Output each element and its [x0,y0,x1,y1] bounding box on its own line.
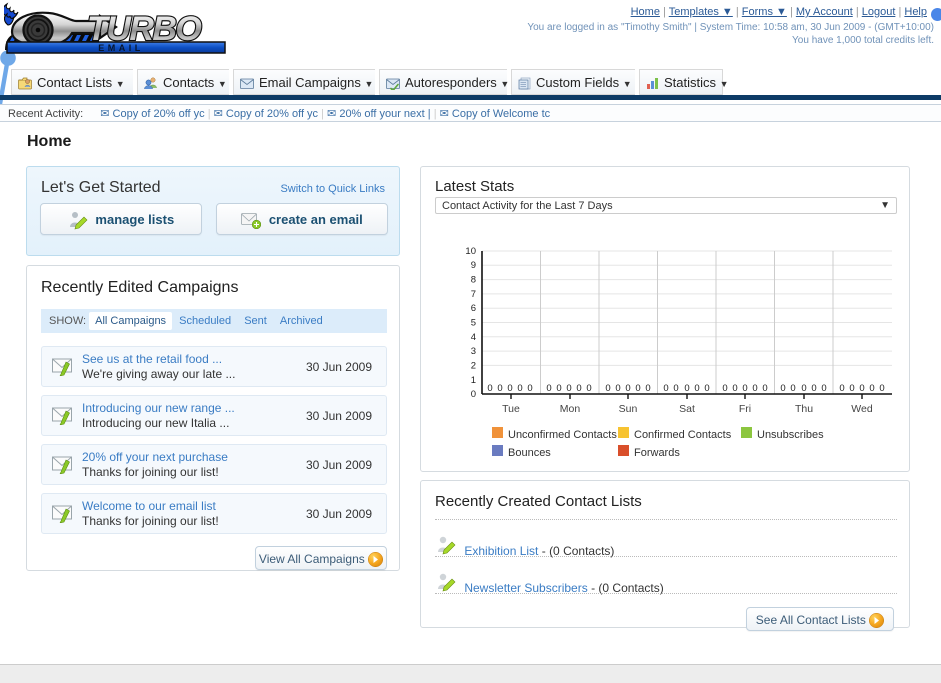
svg-text:0: 0 [752,383,757,394]
svg-text:0: 0 [762,383,767,394]
svg-text:0: 0 [546,383,551,394]
svg-text:0: 0 [821,383,826,394]
svg-text:0: 0 [527,383,532,394]
svg-text:0: 0 [801,383,806,394]
svg-text:0: 0 [615,383,620,394]
svg-text:0: 0 [790,383,795,394]
svg-text:0: 0 [507,383,512,394]
svg-text:0: 0 [645,383,650,394]
svg-text:Sat: Sat [679,403,695,415]
svg-text:10: 10 [465,246,476,257]
svg-text:0: 0 [839,383,844,394]
svg-text:0: 0 [859,383,864,394]
svg-text:0: 0 [684,383,689,394]
svg-text:0: 0 [869,383,874,394]
svg-text:0: 0 [780,383,785,394]
svg-text:7: 7 [471,289,476,300]
svg-text:9: 9 [471,260,476,271]
svg-text:EMAIL: EMAIL [98,43,144,53]
svg-text:Tue: Tue [502,403,520,415]
svg-text:0: 0 [673,383,678,394]
svg-text:0: 0 [471,389,476,400]
svg-text:0: 0 [566,383,571,394]
svg-text:Thu: Thu [795,403,813,415]
svg-text:2: 2 [471,361,476,372]
svg-text:0: 0 [497,383,502,394]
svg-text:0: 0 [742,383,747,394]
svg-text:4: 4 [471,332,476,343]
svg-text:0: 0 [811,383,816,394]
svg-text:8: 8 [471,275,476,286]
svg-text:0: 0 [879,383,884,394]
svg-text:0: 0 [663,383,668,394]
svg-text:Sun: Sun [619,403,638,415]
svg-text:0: 0 [576,383,581,394]
svg-text:0: 0 [556,383,561,394]
svg-text:0: 0 [586,383,591,394]
svg-text:Fri: Fri [739,403,751,415]
svg-text:0: 0 [722,383,727,394]
svg-text:0: 0 [732,383,737,394]
svg-text:0: 0 [849,383,854,394]
svg-text:0: 0 [605,383,610,394]
svg-text:0: 0 [517,383,522,394]
svg-text:0: 0 [487,383,492,394]
svg-text:Mon: Mon [560,403,581,415]
svg-text:6: 6 [471,303,476,314]
svg-text:1: 1 [471,375,476,386]
svg-text:3: 3 [471,346,476,357]
svg-text:0: 0 [694,383,699,394]
svg-text:0: 0 [704,383,709,394]
svg-text:5: 5 [471,318,476,329]
svg-text:0: 0 [625,383,630,394]
svg-text:0: 0 [635,383,640,394]
svg-text:Wed: Wed [851,403,873,415]
